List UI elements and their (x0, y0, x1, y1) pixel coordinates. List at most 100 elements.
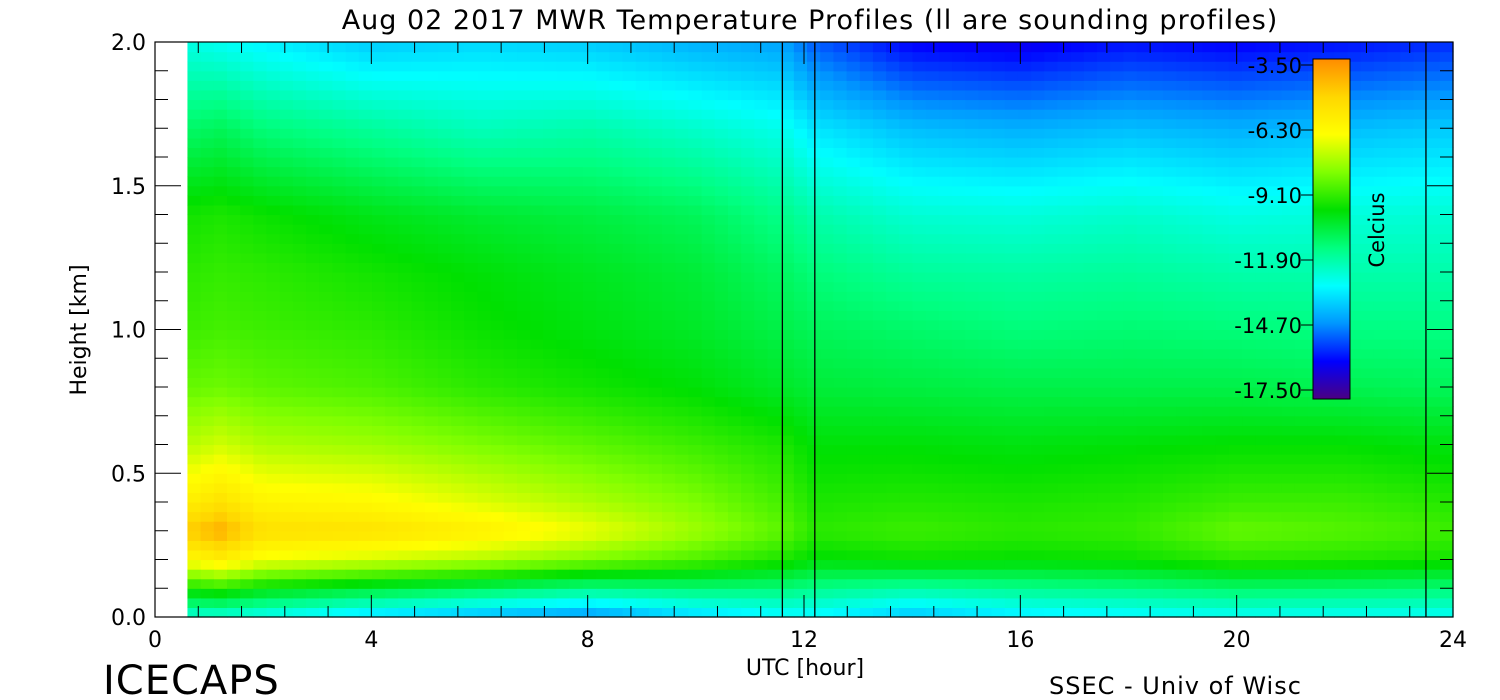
heatmap-cell (385, 204, 399, 216)
heatmap-cell (503, 444, 518, 455)
heatmap-cell (741, 348, 755, 359)
heatmap-cell (635, 42, 650, 53)
heatmap-cell (253, 569, 268, 580)
heatmap-cell (1031, 319, 1045, 331)
heatmap-cell (1057, 137, 1072, 149)
heatmap-cell (213, 588, 228, 599)
heatmap-cell (780, 434, 795, 446)
heatmap-cell (780, 415, 795, 426)
heatmap-cell (767, 530, 782, 541)
heatmap-cell (662, 70, 676, 81)
heatmap-cell (859, 521, 874, 532)
heatmap-cell (1136, 204, 1151, 216)
heatmap-cell (1123, 454, 1138, 465)
heatmap-cell (1162, 492, 1177, 503)
heatmap-cell (701, 549, 716, 561)
heatmap-cell (372, 310, 386, 321)
heatmap-cell (978, 597, 993, 609)
heatmap-cell (1057, 339, 1072, 350)
heatmap-cell (886, 348, 900, 359)
heatmap-cell (385, 300, 399, 311)
heatmap-cell (240, 310, 254, 321)
heatmap-cell (187, 549, 202, 561)
heatmap-cell (1176, 291, 1190, 302)
heatmap-cell (859, 61, 874, 72)
heatmap-cell (1228, 358, 1243, 369)
heatmap-cell (780, 454, 795, 465)
heatmap-cell (1242, 358, 1256, 369)
heatmap-cell (1215, 319, 1230, 331)
heatmap-cell (886, 166, 900, 177)
heatmap-cell (1215, 444, 1230, 455)
heatmap-cell (688, 137, 703, 149)
heatmap-cell (688, 176, 703, 187)
heatmap-cell (292, 415, 307, 426)
heatmap-cell (451, 492, 465, 503)
heatmap-cell (411, 118, 426, 129)
heatmap-cell (1255, 51, 1270, 62)
heatmap-cell (912, 80, 927, 91)
heatmap-cell (240, 521, 254, 532)
heatmap-cell (503, 425, 518, 436)
heatmap-cell (965, 463, 980, 474)
heatmap-cell (556, 214, 571, 225)
heatmap-cell (596, 118, 610, 129)
heatmap-cell (820, 300, 834, 311)
heatmap-cell (1202, 339, 1217, 350)
heatmap-cell (925, 42, 940, 53)
heatmap-cell (1083, 588, 1098, 599)
heatmap-cell (767, 329, 782, 340)
heatmap-cell (1110, 559, 1125, 570)
heatmap-cell (556, 176, 571, 187)
heatmap-cell (1268, 51, 1283, 62)
heatmap-cell (952, 549, 966, 561)
heatmap-cell (1083, 128, 1098, 139)
heatmap-cell (1031, 61, 1045, 72)
heatmap-cell (767, 233, 782, 244)
heatmap-cell (1268, 434, 1283, 446)
heatmap-cell (451, 463, 465, 474)
heatmap-cell (820, 99, 834, 110)
heatmap-cell (846, 530, 861, 541)
heatmap-cell (767, 454, 782, 465)
heatmap-cell (1202, 444, 1217, 455)
heatmap-cell (1176, 377, 1190, 388)
heatmap-cell (332, 377, 347, 388)
heatmap-cell (767, 137, 782, 149)
heatmap-cell (938, 214, 953, 225)
heatmap-cell (965, 387, 980, 398)
heatmap-cell (411, 157, 426, 168)
heatmap-cell (1044, 502, 1059, 513)
heatmap-cell (372, 176, 386, 187)
heatmap-cell (1268, 569, 1283, 580)
heatmap-cell (714, 291, 729, 302)
heatmap-cell (622, 473, 637, 484)
heatmap-cell (332, 176, 347, 187)
heatmap-cell (1136, 61, 1151, 72)
heatmap-cell (227, 569, 241, 580)
heatmap-cell (266, 367, 281, 379)
heatmap-cell (424, 51, 439, 62)
heatmap-cell (517, 377, 531, 388)
heatmap-cell (648, 147, 663, 158)
heatmap-cell (609, 463, 624, 474)
heatmap-cell (490, 204, 505, 216)
heatmap-cell (925, 89, 940, 101)
heatmap-cell (292, 463, 307, 474)
heatmap-cell (279, 492, 294, 503)
heatmap-cell (385, 233, 399, 244)
heatmap-cell (292, 473, 307, 484)
heatmap-cell (635, 511, 650, 522)
heatmap-cell (978, 70, 993, 81)
heatmap-cell (358, 262, 373, 273)
heatmap-cell (872, 300, 887, 311)
heatmap-cell (306, 502, 320, 513)
heatmap-cell (398, 99, 413, 110)
heatmap-cell (490, 434, 505, 446)
heatmap-cell (793, 454, 808, 465)
heatmap-cell (1215, 310, 1230, 321)
heatmap-cell (372, 118, 386, 129)
heatmap-cell (622, 454, 637, 465)
heatmap-cell (1044, 80, 1059, 91)
heatmap-cell (1136, 511, 1151, 522)
